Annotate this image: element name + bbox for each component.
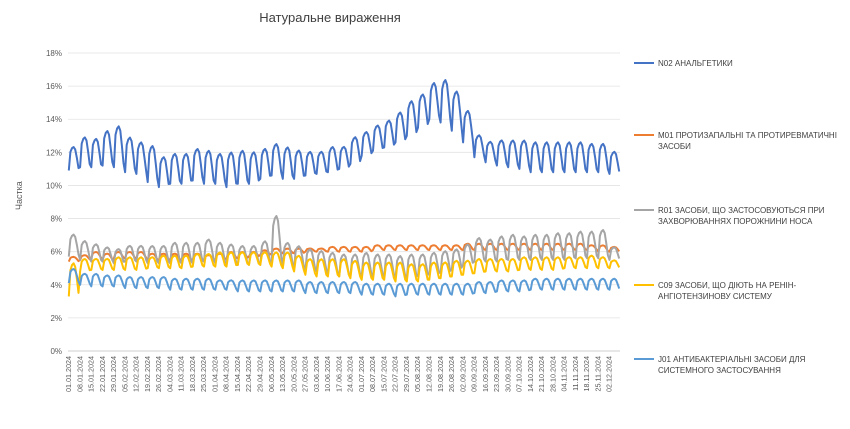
y-tick-label: 8% <box>50 215 62 224</box>
y-axis-label: Частка <box>14 181 24 210</box>
y-tick-label: 6% <box>50 248 62 257</box>
x-tick-label: 07.10.2024 <box>515 356 524 392</box>
x-tick-label: 12.08.2024 <box>424 356 433 392</box>
x-tick-label: 02.09.2024 <box>458 356 467 392</box>
x-tick-label: 25.03.2024 <box>199 356 208 392</box>
y-tick-label: 4% <box>50 281 62 290</box>
legend-swatch-m01 <box>634 134 654 136</box>
y-tick-label: 14% <box>46 115 62 124</box>
x-tick-label: 06.05.2024 <box>267 356 276 392</box>
series-line-3 <box>67 251 621 297</box>
x-tick-label: 24.06.2024 <box>346 356 355 392</box>
x-tick-label: 21.10.2024 <box>537 356 546 392</box>
x-tick-label: 29.07.2024 <box>402 356 411 392</box>
x-tick-label: 03.06.2024 <box>312 356 321 392</box>
y-tick-label: 0% <box>50 347 62 356</box>
x-axis-ticks: 01.01.2024 08.01.2024 15.01.2024 22.01.2024… <box>64 356 614 392</box>
x-tick-label: 29.04.2024 <box>256 356 265 392</box>
x-tick-label: 05.08.2024 <box>413 356 422 392</box>
x-tick-label: 04.11.2024 <box>560 356 569 391</box>
x-tick-label: 14.10.2024 <box>526 356 535 392</box>
x-tick-label: 22.07.2024 <box>391 356 400 392</box>
series-line-0 <box>67 79 621 189</box>
x-tick-label: 12.02.2024 <box>132 356 141 392</box>
x-tick-label: 30.09.2024 <box>503 356 512 392</box>
legend-label-j01: J01 АНТИБАКТЕРІАЛЬНІ ЗАСОБИ ДЛЯ СИСТЕМНО… <box>658 355 806 375</box>
x-tick-label: 18.03.2024 <box>188 356 197 392</box>
legend-label-n02: N02 АНАЛЬГЕТИКИ <box>658 59 733 68</box>
x-tick-label: 10.06.2024 <box>323 356 332 392</box>
x-tick-label: 15.01.2024 <box>87 356 96 392</box>
series-line-4 <box>67 268 621 298</box>
x-tick-label: 16.09.2024 <box>481 356 490 392</box>
x-tick-label: 11.03.2024 <box>177 356 186 391</box>
x-tick-label: 25.11.2024 <box>593 356 602 391</box>
y-axis-ticks: 0% 2% 4% 6% 8% 10% 12% 14% 16% 18% <box>46 49 62 356</box>
x-tick-label: 13.05.2024 <box>278 356 287 392</box>
legend-swatch-r01 <box>634 209 654 211</box>
y-tick-label: 12% <box>46 148 62 157</box>
series-line-2 <box>67 215 621 280</box>
chart-title: Натуральне вираження <box>259 10 401 25</box>
y-tick-label: 16% <box>46 82 62 91</box>
y-tick-label: 2% <box>50 314 62 323</box>
legend-swatch-n02 <box>634 62 654 64</box>
y-tick-label: 10% <box>46 181 62 190</box>
x-tick-label: 26.02.2024 <box>154 356 163 392</box>
legend-label-c09: C09 ЗАСОБИ, ЩО ДІЮТЬ НА РЕНІН-АНГІОТЕНЗИ… <box>658 281 797 301</box>
legend-swatch-c09 <box>634 284 654 286</box>
x-tick-label: 22.04.2024 <box>244 356 253 392</box>
x-tick-label: 20.05.2024 <box>289 356 298 392</box>
legend-label-m01: M01 ПРОТИЗАПАЛЬНІ ТА ПРОТИРЕВМАТИЧНІ ЗАС… <box>658 131 837 151</box>
x-tick-label: 29.01.2024 <box>109 356 118 392</box>
x-tick-label: 08.04.2024 <box>222 356 231 392</box>
y-tick-label: 18% <box>46 49 62 58</box>
x-tick-label: 08.01.2024 <box>75 356 84 392</box>
x-tick-label: 19.02.2024 <box>143 356 152 392</box>
x-tick-label: 15.04.2024 <box>233 356 242 392</box>
x-tick-label: 26.08.2024 <box>447 356 456 392</box>
x-tick-label: 22.01.2024 <box>98 356 107 392</box>
x-tick-label: 27.05.2024 <box>301 356 310 392</box>
series-lines <box>67 79 621 298</box>
x-tick-label: 09.09.2024 <box>470 356 479 392</box>
x-tick-label: 19.08.2024 <box>436 356 445 392</box>
x-tick-label: 18.11.2024 <box>582 356 591 391</box>
x-tick-label: 08.07.2024 <box>368 356 377 392</box>
x-tick-label: 17.06.2024 <box>334 356 343 392</box>
x-tick-label: 01.07.2024 <box>357 356 366 392</box>
x-tick-label: 01.04.2024 <box>210 356 219 392</box>
legend-label-r01: R01 ЗАСОБИ, ЩО ЗАСТОСОВУЮТЬСЯ ПРИ ЗАХВОР… <box>658 206 825 226</box>
x-tick-label: 15.07.2024 <box>379 356 388 392</box>
legend-swatch-j01 <box>634 358 654 360</box>
x-tick-label: 04.03.2024 <box>165 356 174 392</box>
x-tick-label: 23.09.2024 <box>492 356 501 392</box>
x-tick-label: 28.10.2024 <box>548 356 557 392</box>
x-tick-label: 05.02.2024 <box>120 356 129 392</box>
x-tick-label: 02.12.2024 <box>605 356 614 392</box>
x-tick-label: 01.01.2024 <box>64 356 73 392</box>
gridlines <box>68 52 620 352</box>
x-tick-label: 11.11.2024 <box>571 356 580 391</box>
